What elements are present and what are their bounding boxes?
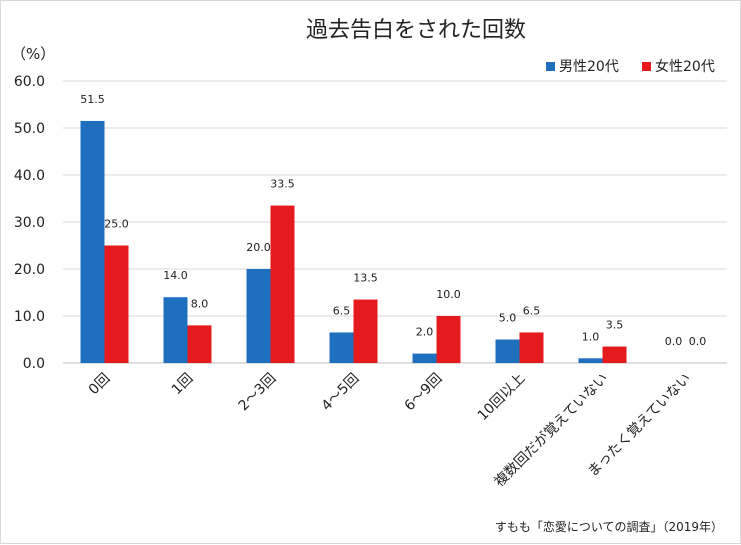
data-label: 14.0 [163, 269, 188, 282]
legend: 男性20代 女性20代 [546, 58, 715, 75]
bar [329, 332, 354, 363]
bar [519, 332, 544, 363]
bar [270, 205, 295, 363]
data-label: 25.0 [104, 218, 129, 231]
gridlines [63, 80, 727, 364]
data-label: 8.0 [191, 297, 209, 310]
bar [602, 346, 627, 363]
data-label: 10.0 [436, 288, 461, 301]
bars [80, 120, 627, 363]
bar [163, 297, 188, 363]
data-label: 2.0 [416, 326, 434, 339]
legend-swatch [642, 62, 651, 71]
bar [412, 353, 437, 363]
y-tick-label: 0.0 [23, 356, 45, 372]
y-tick-label: 60.0 [14, 74, 45, 90]
data-label: 13.5 [353, 272, 378, 285]
data-labels: 51.5 25.0 14.0 8.0 20.0 33.5 6.5 13.5 2.0 10.0 5.0… [80, 93, 706, 348]
data-label: 5.0 [499, 312, 517, 325]
bar [353, 299, 378, 363]
y-tick-label: 40.0 [14, 168, 45, 184]
bar [246, 269, 271, 363]
y-tick-label: 50.0 [14, 121, 45, 137]
category-label: 6～9回 [402, 371, 446, 415]
category-label: 0回 [86, 371, 114, 399]
bar [436, 316, 461, 363]
y-tick-label: 10.0 [14, 309, 45, 325]
x-axis-categories: 0回 1回 2～3回 4～5回 6～9回 10回以上複数回だが覚えていないまったく覚えてい… [86, 370, 695, 490]
data-label: 51.5 [80, 93, 105, 106]
legend-label: 男性20代 [559, 59, 619, 75]
chart-title: 過去告白をされた回数 [306, 18, 526, 43]
category-label: 1回 [169, 371, 197, 399]
bar [578, 358, 603, 363]
data-label: 20.0 [246, 241, 271, 254]
y-tick-label: 30.0 [14, 215, 45, 231]
data-label: 6.5 [523, 304, 541, 317]
data-label: 0.0 [665, 335, 683, 348]
legend-swatch [546, 62, 555, 71]
category-label: 4～5回 [319, 371, 363, 415]
data-label: 33.5 [270, 178, 295, 191]
bar [187, 325, 212, 363]
bar [80, 120, 105, 363]
bar [104, 245, 129, 363]
data-label: 6.5 [333, 304, 351, 317]
source-note: すもも「恋愛についての調査」（2019年） [495, 519, 723, 534]
legend-label: 女性20代 [655, 58, 715, 75]
data-label: 1.0 [582, 330, 600, 343]
y-axis-ticks: 0.0 10.0 20.0 30.0 40.0 50.0 60.0 [14, 74, 45, 372]
y-axis-unit: （%） [11, 45, 55, 63]
category-label: 10回以上 [475, 371, 529, 425]
data-label: 0.0 [689, 335, 707, 348]
y-tick-label: 20.0 [14, 262, 45, 278]
bar [495, 339, 520, 363]
data-label: 3.5 [606, 319, 624, 332]
category-label: 2～3回 [236, 371, 280, 415]
